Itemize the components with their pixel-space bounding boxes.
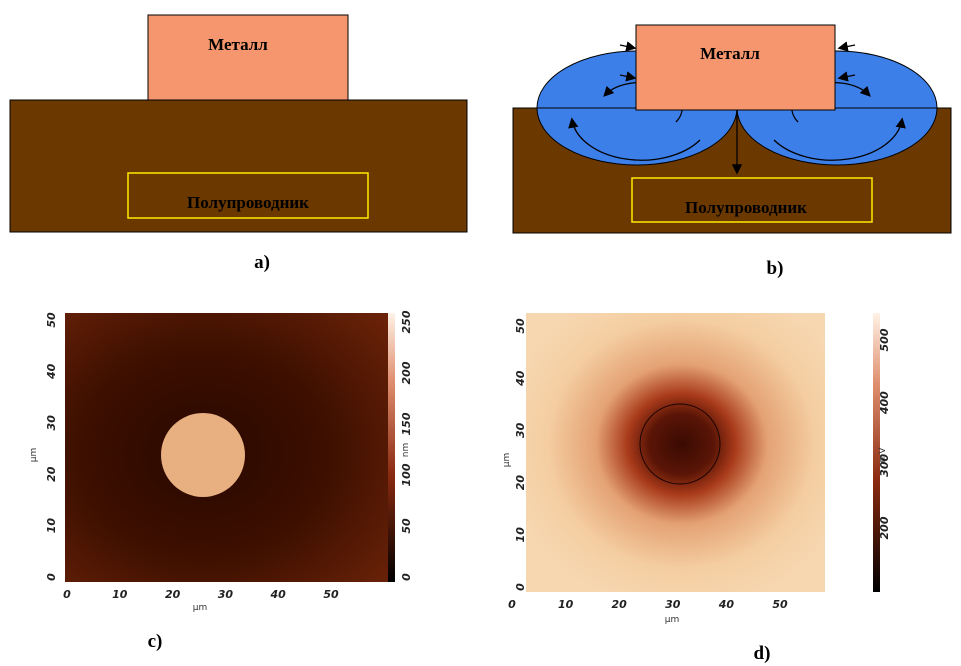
colorbar	[388, 313, 395, 582]
y-tick-label: 10	[514, 527, 527, 543]
x-tick-label: 30	[218, 588, 234, 601]
semiconductor-block	[10, 100, 467, 232]
x-tick-label: 10	[112, 588, 128, 601]
colorbar-tick-label: 500	[878, 328, 891, 351]
y-tick-label: 0	[45, 573, 58, 581]
colorbar-unit: mV	[878, 447, 888, 463]
y-tick-label: 40	[514, 370, 527, 387]
y-tick-label: 20	[45, 466, 58, 482]
colorbar-tick-label: 50	[400, 518, 413, 534]
x-tick-label: 20	[165, 588, 181, 601]
x-tick-label: 40	[270, 588, 287, 601]
panel-c: c)	[65, 313, 395, 652]
metal-dot	[161, 413, 245, 497]
y-tick-label: 0	[514, 583, 527, 591]
panel-b: Металл Полупроводник b)	[513, 25, 951, 279]
panel-label: d)	[754, 643, 771, 664]
y-tick-label: 10	[45, 518, 58, 534]
colorbar-tick-label: 100	[400, 463, 413, 486]
x-axis-label: µm	[665, 615, 680, 625]
x-tick-label: 50	[323, 588, 339, 601]
x-tick-label: 30	[665, 598, 681, 611]
y-axis-label: µm	[502, 453, 512, 468]
colorbar-tick-label: 150	[400, 412, 413, 435]
y-tick-label: 50	[45, 312, 58, 328]
colorbar-tick-label: 250	[400, 310, 413, 333]
y-tick-label: 40	[45, 363, 58, 380]
colorbar-unit: nm	[401, 443, 411, 457]
figure: Металл Полупроводник a) Металл Полупрово…	[0, 0, 961, 666]
panel-label: a)	[254, 252, 270, 273]
y-axis-label: µm	[29, 448, 39, 463]
panel-d: d)	[526, 313, 880, 664]
x-tick-label: 50	[772, 598, 788, 611]
metal-block	[636, 25, 835, 110]
y-tick-label: 30	[45, 415, 58, 431]
y-tick-label: 30	[514, 422, 527, 438]
panel-label: b)	[767, 258, 784, 279]
colorbar-tick-label: 200	[400, 361, 413, 384]
colorbar-tick-label: 200	[878, 516, 891, 539]
x-tick-label: 0	[508, 598, 516, 611]
semiconductor-label: Полупроводник	[685, 198, 807, 217]
x-tick-label: 40	[718, 598, 735, 611]
metal-block	[148, 15, 348, 100]
panel-label: c)	[148, 631, 163, 652]
x-tick-label: 10	[558, 598, 574, 611]
y-tick-label: 50	[514, 318, 527, 334]
x-axis-label: µm	[193, 603, 208, 613]
colorbar-tick-label: 0	[400, 573, 413, 581]
metal-label: Металл	[208, 35, 268, 54]
y-tick-label: 20	[514, 475, 527, 491]
panel-a: Металл Полупроводник a)	[10, 15, 467, 273]
x-tick-label: 0	[63, 588, 71, 601]
potential-map	[526, 313, 825, 592]
semiconductor-label: Полупроводник	[187, 193, 309, 212]
x-tick-label: 20	[612, 598, 628, 611]
metal-label: Металл	[700, 44, 760, 63]
colorbar-tick-label: 400	[878, 391, 891, 415]
